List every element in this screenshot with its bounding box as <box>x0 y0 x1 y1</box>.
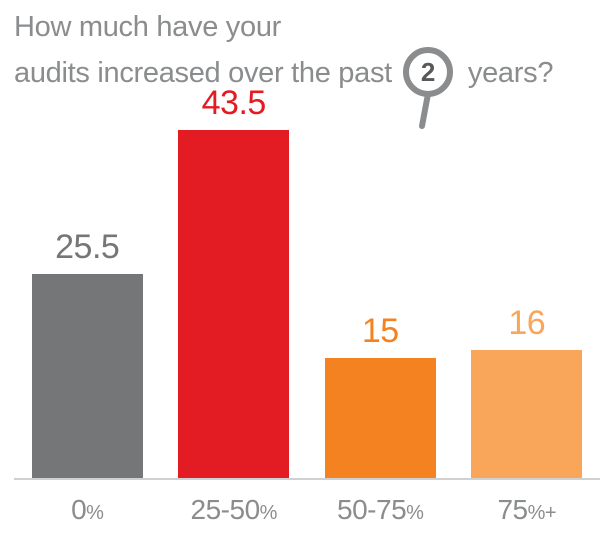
magnifier-number: 2 <box>421 57 435 87</box>
x-axis-label: 75%+ <box>454 494 601 526</box>
bar: 16 <box>471 350 582 478</box>
chart-title: How much have your audits increased over… <box>14 10 600 102</box>
x-label-text: 25-50 <box>191 494 260 525</box>
x-label-suffix: % <box>260 502 277 524</box>
x-axis-label: 25-50% <box>161 494 308 526</box>
bar: 15 <box>325 358 436 478</box>
x-label-suffix: % <box>406 502 423 524</box>
bar-value-label: 43.5 <box>178 84 289 123</box>
bars-container: 25.5 43.5 15 16 <box>14 118 600 480</box>
magnifier-icon: 2 <box>400 44 460 102</box>
bar-value-label: 15 <box>325 312 436 351</box>
bar-slot: 25.5 <box>14 118 161 478</box>
bar-value-label: 25.5 <box>32 228 143 267</box>
x-label-text: 50-75 <box>337 494 406 525</box>
bar-slot: 43.5 <box>161 118 308 478</box>
x-axis: 0%25-50%50-75%75%+ <box>14 486 600 534</box>
bar-slot: 15 <box>307 118 454 478</box>
title-line-2: audits increased over the past 2 years? <box>14 44 600 102</box>
bar-slot: 16 <box>454 118 601 478</box>
title-line1-text: How much have your <box>14 10 281 44</box>
title-line-1: How much have your <box>14 10 600 44</box>
x-axis-label: 0% <box>14 494 161 526</box>
bar: 43.5 <box>178 130 289 478</box>
bar-value-label: 16 <box>471 304 582 343</box>
x-label-suffix: % <box>86 502 103 524</box>
bar-chart: 25.543.51516 0%25-50%50-75%75%+ <box>14 118 600 534</box>
x-label-text: 75 <box>497 494 527 525</box>
x-label-text: 0 <box>71 494 86 525</box>
title-line2-after: years? <box>468 56 553 90</box>
x-axis-label: 50-75% <box>307 494 454 526</box>
x-label-suffix: %+ <box>528 502 556 524</box>
bar: 25.5 <box>32 274 143 478</box>
